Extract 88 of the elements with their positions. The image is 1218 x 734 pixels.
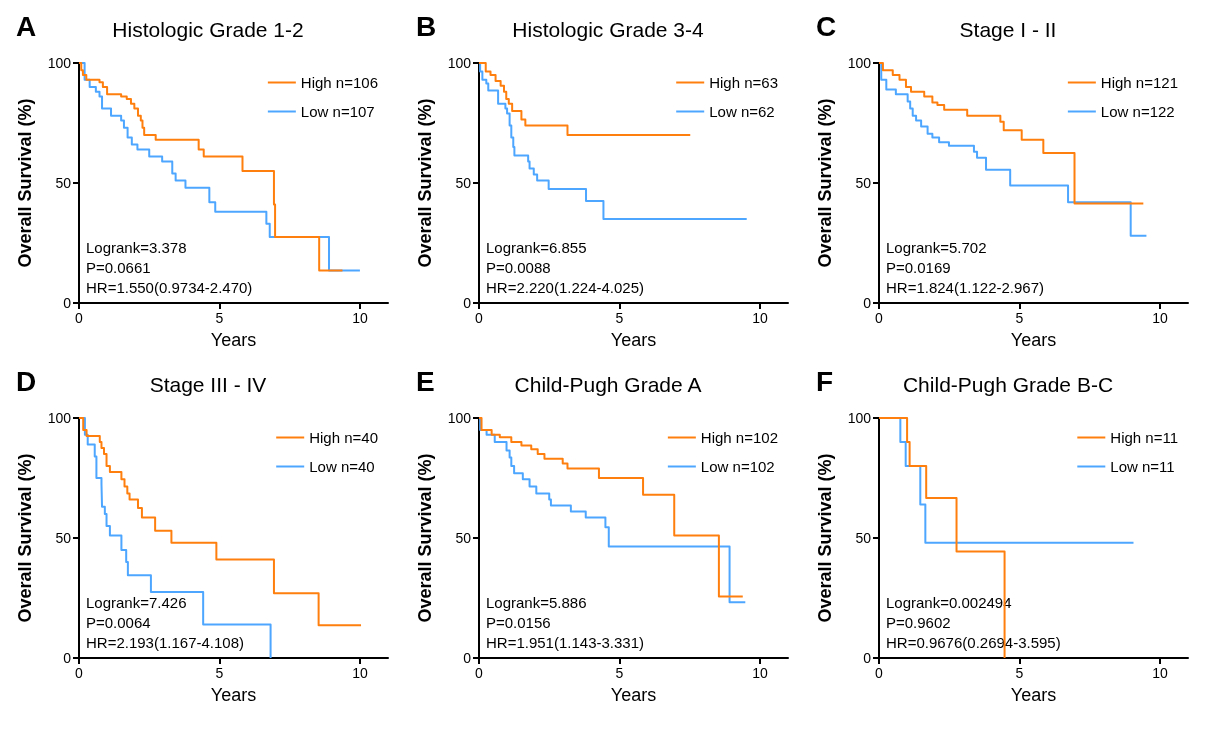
annotation: P=0.0169 bbox=[886, 259, 951, 276]
annotation: P=0.0661 bbox=[86, 259, 151, 276]
x-axis-title: Years bbox=[1010, 330, 1057, 350]
annotation: Logrank=3.378 bbox=[86, 239, 187, 256]
y-tick-label: 50 bbox=[455, 530, 472, 546]
y-tick-label: 50 bbox=[855, 530, 872, 546]
y-tick-label: 50 bbox=[855, 175, 872, 191]
text: B bbox=[416, 10, 437, 42]
y-tick-label: 0 bbox=[63, 650, 72, 666]
annotation: HR=1.951(1.143-3.331) bbox=[486, 634, 645, 651]
y-axis-title: Overall Survival (%) bbox=[15, 453, 35, 623]
y-tick-label: 0 bbox=[863, 650, 872, 666]
legend-label: High n=40 bbox=[309, 429, 379, 446]
x-tick-label: 10 bbox=[752, 665, 768, 681]
x-tick-label: 10 bbox=[752, 310, 768, 326]
x-axis-title: Years bbox=[210, 330, 257, 350]
text: F bbox=[816, 365, 834, 397]
y-axis-title: Overall Survival (%) bbox=[415, 98, 435, 268]
legend-label: Low n=122 bbox=[1100, 103, 1175, 120]
y-tick-label: 100 bbox=[847, 55, 872, 71]
legend-label: High n=121 bbox=[1100, 74, 1179, 91]
legend-label: Low n=40 bbox=[309, 458, 375, 475]
annotation: P=0.0064 bbox=[86, 614, 151, 631]
y-tick-label: 100 bbox=[47, 55, 72, 71]
chart-title: Histologic Grade 3-4 bbox=[512, 18, 705, 41]
legend-label: Low n=102 bbox=[700, 458, 775, 475]
x-tick-label: 5 bbox=[615, 665, 624, 681]
annotation: HR=1.550(0.9734-2.470) bbox=[86, 279, 253, 296]
annotation: P=0.9602 bbox=[886, 614, 951, 631]
y-tick-label: 100 bbox=[47, 410, 72, 426]
x-tick-label: 10 bbox=[1152, 310, 1168, 326]
text: A bbox=[16, 10, 37, 42]
x-tick-label: 0 bbox=[75, 310, 84, 326]
legend-label: High n=11 bbox=[1110, 429, 1179, 446]
legend-label: Low n=107 bbox=[300, 103, 375, 120]
y-tick-label: 100 bbox=[847, 410, 872, 426]
y-tick-label: 0 bbox=[863, 295, 872, 311]
legend-label: High n=106 bbox=[300, 74, 379, 91]
y-tick-label: 100 bbox=[447, 55, 472, 71]
x-axis-title: Years bbox=[610, 330, 657, 350]
y-tick-label: 100 bbox=[447, 410, 472, 426]
x-tick-label: 10 bbox=[1152, 665, 1168, 681]
y-tick-label: 50 bbox=[55, 530, 72, 546]
annotation: HR=1.824(1.122-2.967) bbox=[886, 279, 1045, 296]
y-tick-label: 0 bbox=[63, 295, 72, 311]
chart-title: Child-Pugh Grade B-C bbox=[902, 373, 1114, 396]
y-axis-title: Overall Survival (%) bbox=[415, 453, 435, 623]
x-tick-label: 0 bbox=[475, 310, 484, 326]
y-axis-title: Overall Survival (%) bbox=[815, 98, 835, 268]
chart-title: Child-Pugh Grade A bbox=[514, 373, 702, 396]
chart-title: Histologic Grade 1-2 bbox=[112, 18, 304, 41]
y-axis-title: Overall Survival (%) bbox=[15, 98, 35, 268]
text: E bbox=[416, 365, 435, 397]
chart-title: Stage III - IV bbox=[149, 373, 267, 396]
x-tick-label: 0 bbox=[875, 310, 884, 326]
annotation: Logrank=5.886 bbox=[486, 594, 587, 611]
x-tick-label: 5 bbox=[1015, 665, 1024, 681]
annotation: P=0.0088 bbox=[486, 259, 551, 276]
x-tick-label: 5 bbox=[1015, 310, 1024, 326]
chart-title: Stage I - II bbox=[959, 18, 1057, 41]
legend-label: Low n=62 bbox=[709, 103, 775, 120]
annotation: Logrank=6.855 bbox=[486, 239, 587, 256]
annotation: HR=2.193(1.167-4.108) bbox=[86, 634, 245, 651]
x-tick-label: 5 bbox=[615, 310, 624, 326]
legend-label: High n=102 bbox=[700, 429, 779, 446]
y-tick-label: 50 bbox=[55, 175, 72, 191]
x-axis-title: Years bbox=[610, 685, 657, 705]
x-axis-title: Years bbox=[1010, 685, 1057, 705]
y-tick-label: 0 bbox=[463, 295, 472, 311]
x-tick-label: 5 bbox=[215, 310, 224, 326]
legend-label: Low n=11 bbox=[1110, 458, 1175, 475]
x-axis-title: Years bbox=[210, 685, 257, 705]
y-tick-label: 50 bbox=[455, 175, 472, 191]
x-tick-label: 0 bbox=[475, 665, 484, 681]
x-tick-label: 0 bbox=[875, 665, 884, 681]
annotation: Logrank=5.702 bbox=[886, 239, 987, 256]
y-axis-title: Overall Survival (%) bbox=[815, 453, 835, 623]
annotation: HR=2.220(1.224-4.025) bbox=[486, 279, 645, 296]
x-tick-label: 10 bbox=[352, 310, 368, 326]
x-tick-label: 5 bbox=[215, 665, 224, 681]
text: C bbox=[816, 10, 837, 42]
x-tick-label: 10 bbox=[352, 665, 368, 681]
annotation: Logrank=7.426 bbox=[86, 594, 187, 611]
x-tick-label: 0 bbox=[75, 665, 84, 681]
annotation: P=0.0156 bbox=[486, 614, 551, 631]
legend-label: High n=63 bbox=[709, 74, 779, 91]
y-tick-label: 0 bbox=[463, 650, 472, 666]
text: D bbox=[16, 365, 37, 397]
